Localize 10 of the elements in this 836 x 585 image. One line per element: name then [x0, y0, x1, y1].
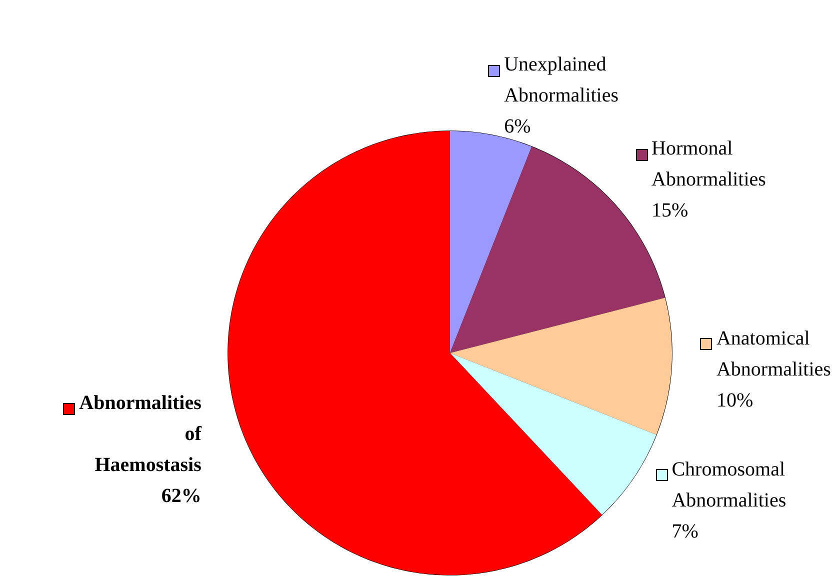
data-label: 15%	[652, 200, 688, 222]
legend-label: Hormonal Abnormalities	[652, 138, 766, 191]
legend-label: Chromosomal Abnormalities	[672, 458, 786, 512]
legend-label: Anatomical Abnormalities	[716, 327, 832, 380]
legend-label: Unexplained Abnormalities	[504, 54, 619, 107]
data-label: 62%	[161, 484, 202, 507]
data-label: 7%	[672, 520, 698, 542]
data-label: 10%	[716, 389, 754, 412]
legend-label: Abnormalities of Haemostasis	[79, 392, 202, 476]
data-label: 6%	[504, 116, 531, 138]
